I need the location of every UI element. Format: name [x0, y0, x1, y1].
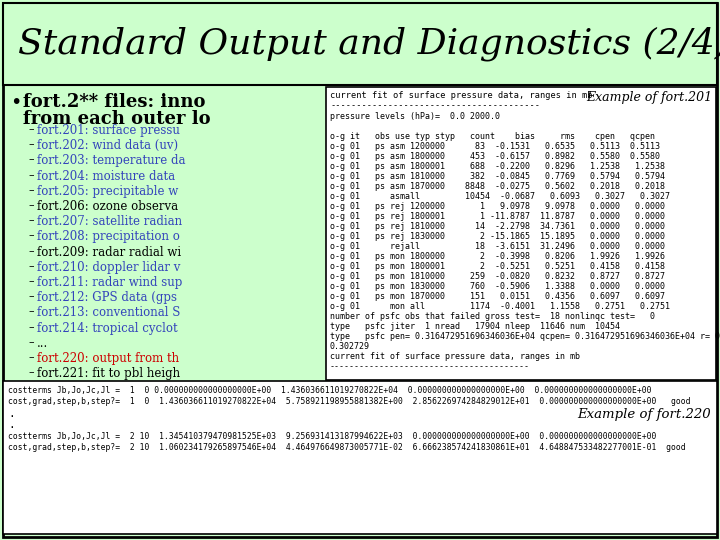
- Text: fort.204: moisture data: fort.204: moisture data: [37, 170, 175, 183]
- Text: fort.209: radar radial wi: fort.209: radar radial wi: [37, 246, 181, 259]
- Text: o-g 01   ps rej 1800001       1 -11.8787  11.8787   0.0000   0.0000: o-g 01 ps rej 1800001 1 -11.8787 11.8787…: [330, 212, 665, 221]
- Text: Example of fort.201: Example of fort.201: [586, 91, 712, 104]
- Text: •: •: [10, 93, 22, 112]
- Text: o-g 01   ps rej 1810000      14  -2.2798  34.7361   0.0000   0.0000: o-g 01 ps rej 1810000 14 -2.2798 34.7361…: [330, 222, 665, 231]
- Text: ----------------------------------------: ----------------------------------------: [330, 101, 540, 110]
- Text: –: –: [28, 124, 34, 134]
- Text: –: –: [28, 139, 34, 149]
- Bar: [3, 3, 717, 85]
- Text: fort.207: satellite radian: fort.207: satellite radian: [37, 215, 182, 228]
- Text: –: –: [28, 352, 34, 362]
- Text: –: –: [28, 154, 34, 164]
- Text: current fit of surface pressure data, ranges in mb: current fit of surface pressure data, ra…: [330, 91, 593, 100]
- Text: o-g 01   ps rej 1830000       2 -15.1865  15.1895   0.0000   0.0000: o-g 01 ps rej 1830000 2 -15.1865 15.1895…: [330, 232, 665, 241]
- Text: –: –: [28, 170, 34, 180]
- Text: cost,grad,step,b,step?=  2 10  1.060234179265897546E+04  4.464976649873005771E-0: cost,grad,step,b,step?= 2 10 1.060234179…: [8, 443, 685, 453]
- Text: –: –: [28, 337, 34, 347]
- Text: –: –: [28, 367, 34, 377]
- Text: from each outer lo: from each outer lo: [23, 110, 211, 128]
- Text: o-g 01      rejall           18  -3.6151  31.2496   0.0000   0.0000: o-g 01 rejall 18 -3.6151 31.2496 0.0000 …: [330, 242, 665, 251]
- Text: –: –: [28, 185, 34, 195]
- Text: fort.212: GPS data (gps: fort.212: GPS data (gps: [37, 291, 177, 304]
- Text: o-g 01   ps mon 1800001       2  -0.5251   0.5251   0.4158   0.4158: o-g 01 ps mon 1800001 2 -0.5251 0.5251 0…: [330, 262, 665, 271]
- Text: fort.220: output from th: fort.220: output from th: [37, 352, 179, 365]
- Text: pressure levels (hPa)=  0.0 2000.0: pressure levels (hPa)= 0.0 2000.0: [330, 112, 500, 121]
- Text: cost,grad,step,b,step?=  1  0  1.436036611019270822E+04  5.758921198955881382E+0: cost,grad,step,b,step?= 1 0 1.4360366110…: [8, 397, 690, 407]
- Text: –: –: [28, 215, 34, 225]
- Text: –: –: [28, 306, 34, 316]
- Text: o-g 01   ps mon 1870000     151   0.0151   0.4356   0.6097   0.6097: o-g 01 ps mon 1870000 151 0.0151 0.4356 …: [330, 292, 665, 301]
- Text: fort.208: precipitation o: fort.208: precipitation o: [37, 231, 180, 244]
- Text: o-g 01   ps asm 1800001     688  -0.2200   0.8296   1.2538   1.2538: o-g 01 ps asm 1800001 688 -0.2200 0.8296…: [330, 162, 665, 171]
- Text: ...: ...: [37, 337, 48, 350]
- Text: type   psfc jiter  1 nread   17904 nleep  11646 num  10454: type psfc jiter 1 nread 17904 nleep 1164…: [330, 322, 620, 331]
- Text: –: –: [28, 291, 34, 301]
- Text: .: .: [8, 409, 14, 419]
- Text: fort.214: tropical cyclot: fort.214: tropical cyclot: [37, 322, 178, 335]
- Text: fort.221: fit to pbl heigh: fort.221: fit to pbl heigh: [37, 367, 180, 380]
- Text: o-g 01      asmall         10454  -0.0687   0.6093   0.3027   0.3027: o-g 01 asmall 10454 -0.0687 0.6093 0.302…: [330, 192, 670, 201]
- Text: o-g 01   ps rej 1200000       1   9.0978   9.0978   0.0000   0.0000: o-g 01 ps rej 1200000 1 9.0978 9.0978 0.…: [330, 202, 665, 211]
- Text: –: –: [28, 246, 34, 255]
- Text: o-g it   obs use typ styp   count    bias     rms    cpen   qcpen: o-g it obs use typ styp count bias rms c…: [330, 132, 655, 141]
- Text: fort.202: wind data (uv): fort.202: wind data (uv): [37, 139, 178, 152]
- Text: ----------------------------------------: ----------------------------------------: [330, 362, 530, 371]
- Text: o-g 01   ps asm 1870000    8848  -0.0275   0.5602   0.2018   0.2018: o-g 01 ps asm 1870000 8848 -0.0275 0.560…: [330, 182, 665, 191]
- Text: costterms Jb,Jo,Jc,Jl =  1  0 0.000000000000000000E+00  1.436036611019270822E+04: costterms Jb,Jo,Jc,Jl = 1 0 0.0000000000…: [8, 386, 652, 395]
- Text: –: –: [28, 322, 34, 332]
- Text: current fit of surface pressure data, ranges in mb: current fit of surface pressure data, ra…: [330, 352, 580, 361]
- Text: fort.203: temperature da: fort.203: temperature da: [37, 154, 186, 167]
- Text: o-g 01   ps mon 1830000     760  -0.5906   1.3388   0.0000   0.0000: o-g 01 ps mon 1830000 760 -0.5906 1.3388…: [330, 282, 665, 291]
- Text: fort.210: doppler lidar v: fort.210: doppler lidar v: [37, 261, 181, 274]
- Text: fort.206: ozone observa: fort.206: ozone observa: [37, 200, 178, 213]
- Text: fort.213: conventional S: fort.213: conventional S: [37, 306, 181, 319]
- Text: 0.302729: 0.302729: [330, 342, 370, 351]
- Text: costterms Jb,Jo,Jc,Jl =  2 10  1.345410379470981525E+03  9.256931413187994622E+0: costterms Jb,Jo,Jc,Jl = 2 10 1.345410379…: [8, 432, 657, 441]
- Text: fort.2** files: inno: fort.2** files: inno: [23, 93, 205, 111]
- Text: fort.201: surface pressu: fort.201: surface pressu: [37, 124, 180, 137]
- Bar: [326, 87, 716, 380]
- Text: number of psfc obs that failed gross test=  18 nonlinqc test=   0: number of psfc obs that failed gross tes…: [330, 312, 655, 321]
- Text: –: –: [28, 261, 34, 271]
- Text: fort.205: precipitable w: fort.205: precipitable w: [37, 185, 179, 198]
- Text: –: –: [28, 231, 34, 240]
- Text: –: –: [28, 276, 34, 286]
- Text: Example of fort.220: Example of fort.220: [577, 408, 711, 421]
- Text: o-g 01   ps mon 1810000     259  -0.0820   0.8232   0.8727   0.8727: o-g 01 ps mon 1810000 259 -0.0820 0.8232…: [330, 272, 665, 281]
- Text: fort.211: radar wind sup: fort.211: radar wind sup: [37, 276, 182, 289]
- Text: o-g 01   ps mon 1800000       2  -0.3998   0.8206   1.9926   1.9926: o-g 01 ps mon 1800000 2 -0.3998 0.8206 1…: [330, 252, 665, 261]
- Text: type   psfc pen= 0.316472951696346036E+04 qcpen= 0.316472951696346036E+04 r= 0.3: type psfc pen= 0.316472951696346036E+04 …: [330, 332, 720, 341]
- Text: Standard Output and Diagnostics (2/4): Standard Output and Diagnostics (2/4): [18, 26, 720, 61]
- Bar: [3, 381, 717, 534]
- Text: –: –: [28, 200, 34, 210]
- Text: o-g 01   ps asm 1800000     453  -0.6157   0.8982   0.5580  0.5580: o-g 01 ps asm 1800000 453 -0.6157 0.8982…: [330, 152, 660, 161]
- Text: o-g 01      mon all         1174  -0.4001   1.1558   0.2751   0.2751: o-g 01 mon all 1174 -0.4001 1.1558 0.275…: [330, 302, 670, 311]
- Text: o-g 01   ps asm 1200000      83  -0.1531   0.6535   0.5113  0.5113: o-g 01 ps asm 1200000 83 -0.1531 0.6535 …: [330, 142, 660, 151]
- Text: .: .: [8, 421, 14, 430]
- Text: o-g 01   ps asm 1810000     382  -0.0845   0.7769   0.5794   0.5794: o-g 01 ps asm 1810000 382 -0.0845 0.7769…: [330, 172, 665, 181]
